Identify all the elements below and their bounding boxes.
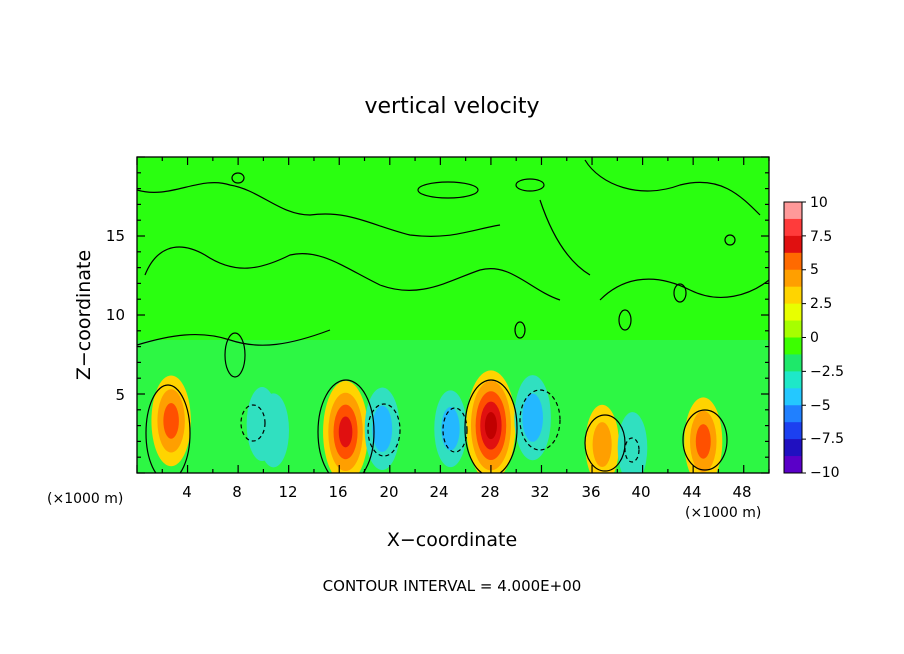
colorbar-label: 2.5 [810, 296, 832, 312]
colorbar-labels: 10 7.5 5 2.5 0 −2.5 −5 −7.5 −10 [810, 195, 844, 481]
plot-area [136, 156, 770, 474]
velocity-cells [151, 370, 723, 473]
colorbar-label: −5 [810, 398, 831, 414]
y-tick-labels: 5 10 15 [106, 227, 125, 404]
colorbar-label: −7.5 [810, 431, 844, 447]
colorbar-swatch [784, 218, 802, 237]
x-ticks [136, 157, 770, 473]
contour-interval-note: CONTOUR INTERVAL = 4.000E+00 [323, 577, 582, 595]
downdraft-cell [441, 407, 460, 451]
colorbar: 10 7.5 5 2.5 0 −2.5 −5 −7.5 −10 [783, 195, 844, 481]
downdraft-cell [372, 405, 393, 453]
x-tick-label: 28 [480, 483, 499, 501]
colorbar-swatches [784, 202, 802, 474]
colorbar-swatch [784, 388, 802, 406]
colorbar-swatch [784, 235, 802, 254]
x-unit-left: (×1000 m) [47, 491, 123, 507]
colorbar-swatch [784, 337, 802, 355]
contour-lines [137, 159, 769, 473]
colorbar-swatch [784, 354, 802, 372]
colorbar-swatch [784, 202, 802, 220]
updraft-cell [338, 416, 353, 448]
y-tick-label: 10 [106, 306, 125, 324]
x-tick-label: 36 [581, 483, 600, 501]
colorbar-label: 10 [810, 195, 828, 211]
colorbar-ticks [802, 201, 806, 474]
chart-title: vertical velocity [364, 94, 539, 119]
x-tick-label: 40 [631, 483, 650, 501]
colorbar-swatch [784, 252, 802, 271]
colorbar-swatch [784, 422, 802, 440]
x-tick-label: 16 [328, 483, 347, 501]
y-tick-label: 5 [115, 386, 125, 404]
updraft-cell [484, 412, 497, 440]
updraft-cell [695, 424, 711, 459]
x-tick-labels: 4 8 12 16 20 24 28 32 36 40 44 48 [182, 483, 751, 501]
updraft-cell [163, 402, 179, 439]
downdraft-cell [617, 412, 648, 473]
colorbar-swatch [784, 371, 802, 389]
y-axis-label: Z−coordinate [73, 250, 95, 380]
colorbar-label: 0 [810, 330, 819, 346]
colorbar-swatch [784, 439, 802, 457]
x-tick-label: 20 [379, 483, 398, 501]
colorbar-swatch [784, 405, 802, 423]
x-axis-label: X−coordinate [387, 529, 517, 551]
x-tick-label: 24 [429, 483, 448, 501]
colorbar-swatch [784, 303, 802, 322]
colorbar-swatch [784, 269, 802, 288]
updraft-cell [592, 422, 612, 468]
y-ticks [137, 156, 769, 474]
y-tick-label: 15 [106, 227, 125, 245]
x-tick-label: 4 [182, 483, 192, 501]
x-unit-right: (×1000 m) [685, 505, 761, 521]
downdraft-cell [258, 393, 290, 468]
colorbar-swatch [784, 320, 802, 338]
colorbar-label: −2.5 [810, 364, 844, 380]
x-tick-label: 44 [682, 483, 701, 501]
colorbar-swatch [784, 456, 802, 474]
x-tick-label: 32 [530, 483, 549, 501]
colorbar-label: 7.5 [810, 229, 832, 245]
colorbar-swatch [784, 286, 802, 305]
x-tick-label: 12 [278, 483, 297, 501]
x-tick-label: 8 [232, 483, 242, 501]
colorbar-label: −10 [810, 465, 840, 481]
downdraft-cell [522, 393, 543, 442]
colorbar-label: 5 [810, 262, 819, 278]
x-tick-label: 48 [732, 483, 751, 501]
field-layer [137, 159, 769, 473]
